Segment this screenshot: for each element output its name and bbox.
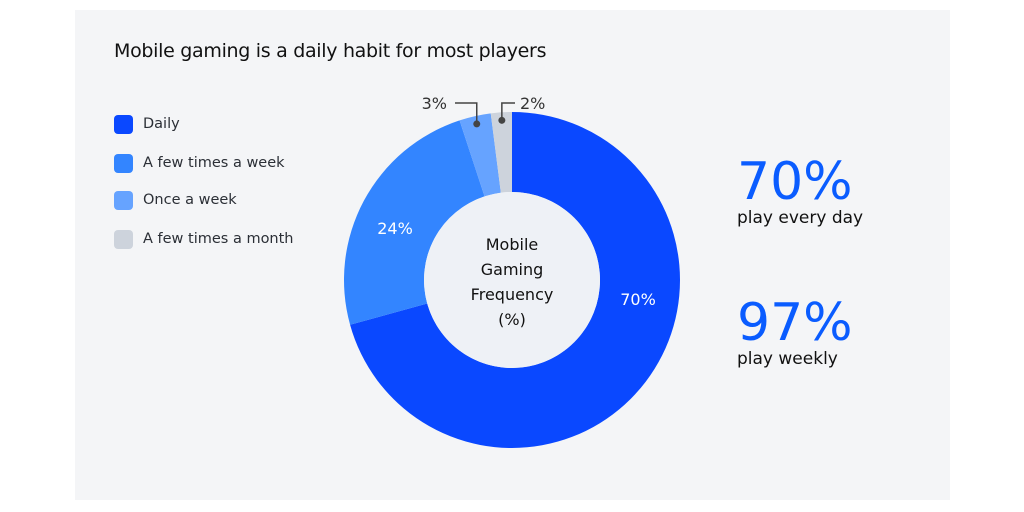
center-label: Frequency <box>471 285 554 304</box>
stat-label: play weekly <box>737 349 838 369</box>
callout-line <box>455 102 478 124</box>
legend-item-daily: Daily <box>114 114 294 134</box>
legend-label: Daily <box>143 116 180 132</box>
legend-swatch <box>114 229 133 249</box>
legend-item-few-times-week: A few times a week <box>114 153 294 173</box>
donut-hole <box>424 192 600 368</box>
stat-weekly: 97% play weekly <box>737 297 853 369</box>
stat-value: 97% <box>737 293 853 353</box>
center-label: Gaming <box>481 260 544 279</box>
legend-label: A few times a week <box>143 155 285 171</box>
stat-daily: 70% play every day <box>737 156 863 228</box>
legend-item-once-week: Once a week <box>114 190 294 210</box>
data-label: 24% <box>377 219 413 238</box>
slice-once-week <box>459 113 501 197</box>
legend-swatch <box>114 114 133 134</box>
legend: Daily A few times a week Once a week A f… <box>114 114 294 268</box>
legend-item-few-times-month: A few times a month <box>114 229 294 249</box>
stat-label: play every day <box>737 208 864 228</box>
center-label: Mobile <box>486 235 538 254</box>
callout-line <box>501 102 515 121</box>
slice-few-times-month <box>490 112 512 193</box>
data-label: 70% <box>620 290 656 309</box>
stat-value: 70% <box>737 152 853 212</box>
center-label: (%) <box>498 310 526 329</box>
legend-label: Once a week <box>143 192 237 208</box>
chart-title: Mobile gaming is a daily habit for most … <box>114 40 547 62</box>
data-label: 2% <box>520 94 545 113</box>
legend-label: A few times a month <box>143 231 294 247</box>
legend-swatch <box>114 190 133 210</box>
data-label: 3% <box>422 94 447 113</box>
legend-swatch <box>114 153 133 173</box>
callout-dot <box>498 116 506 124</box>
callout-dot <box>473 120 481 128</box>
slice-few-times-week <box>344 120 485 325</box>
slice-daily <box>350 112 681 448</box>
